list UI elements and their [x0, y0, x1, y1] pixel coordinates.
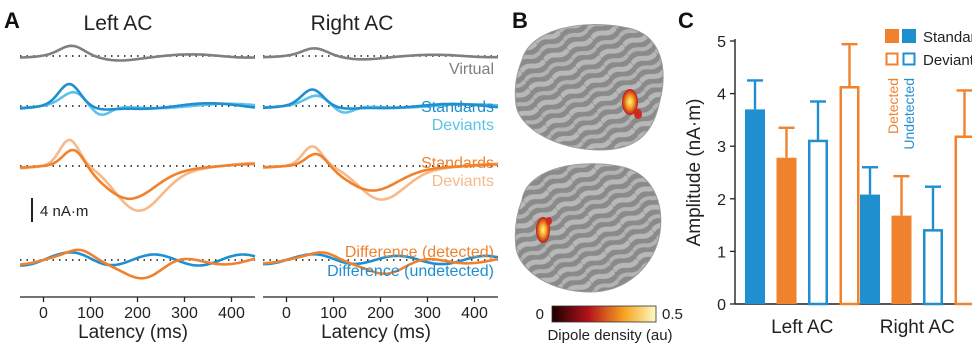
- standards-blue-trace: [19, 82, 256, 111]
- panel-c-letter: C: [678, 8, 694, 33]
- legend-swatch-deviant-open: [885, 52, 899, 66]
- legend-deviants: Deviants: [923, 52, 972, 69]
- diff-detected-trace: [19, 248, 256, 280]
- left-x-ticks: 0 100 200 300 400: [39, 297, 245, 322]
- left-activation-blob: [536, 217, 550, 243]
- y-axis-label: Amplitude (nA·m): [684, 99, 705, 247]
- standards-blue-trace: [263, 88, 499, 110]
- category-label-1: Right AC: [880, 317, 955, 338]
- x-tick-label: 100: [320, 305, 347, 322]
- y-tick-label: 4: [717, 87, 726, 104]
- colorbar-min: 0: [536, 306, 544, 323]
- bar-1-3: [954, 135, 972, 306]
- x-tick-label: 100: [77, 305, 104, 322]
- deviants-orange-label: Deviants: [432, 173, 494, 190]
- bar-0-0: [745, 109, 765, 304]
- x-tick-label: 200: [367, 305, 394, 322]
- y-tick-label: 2: [717, 192, 726, 209]
- amplitude-bar-chart: 0 1 2 3 4 5 Amplitude (nA·m) Left AC Right AC Sta…: [684, 29, 972, 338]
- colorbar: [551, 305, 657, 323]
- x-tick-label: 0: [39, 305, 48, 322]
- brain-left-hemisphere: [514, 163, 662, 293]
- standards-blue-label: Standards: [421, 99, 494, 116]
- legend-standards: Standards: [923, 29, 972, 46]
- legend-swatch-deviant-filled: [885, 29, 899, 43]
- y-tick-label: 5: [717, 34, 726, 51]
- bar-1-2: [923, 229, 943, 306]
- x-tick-label: 300: [171, 305, 198, 322]
- legend-swatch-standard-open: [902, 52, 916, 66]
- bar-1-1: [891, 215, 912, 304]
- y-tick-label: 0: [717, 297, 726, 314]
- left-ac-title: Left AC: [84, 12, 153, 35]
- standards-orange-trace: [262, 152, 498, 192]
- left-x-label: Latency (ms): [78, 322, 188, 343]
- brain-right-hemisphere: [514, 24, 664, 151]
- right-ac-title: Right AC: [311, 12, 394, 35]
- colorbar-label: Dipole density (au): [547, 327, 672, 344]
- right-x-label: Latency (ms): [321, 322, 431, 343]
- bar-0-3: [839, 86, 860, 306]
- scale-bar-label: 4 nA·m: [40, 203, 88, 220]
- panel-b-letter: B: [512, 8, 528, 33]
- diff-detected-trace: [262, 251, 499, 275]
- diff-detected-label: Difference (detected): [345, 244, 494, 261]
- deviants-blue-label: Deviants: [432, 117, 494, 134]
- x-tick-label: 0: [282, 305, 291, 322]
- standards-orange-label: Standards: [421, 155, 494, 172]
- x-tick-label: 400: [218, 305, 245, 322]
- legend-swatch-standard-filled: [902, 29, 916, 43]
- panel-a-letter: A: [4, 8, 20, 33]
- virtual-trace: [19, 44, 255, 62]
- x-tick-label: 400: [461, 305, 488, 322]
- deviants-orange-trace: [19, 138, 256, 212]
- virtual-trace: [262, 47, 498, 61]
- virtual-label: Virtual: [449, 61, 494, 78]
- right-activation-blob: [622, 89, 638, 115]
- left-ac-traces: [19, 44, 256, 280]
- category-label-0: Left AC: [771, 317, 833, 338]
- x-tick-label: 200: [124, 305, 151, 322]
- y-tick-label: 1: [717, 244, 726, 261]
- right-x-ticks: 0 100 200 300 400: [282, 297, 488, 322]
- bar-1-0: [860, 194, 880, 304]
- diff-undetected-label: Difference (undetected): [327, 263, 494, 280]
- legend-undetected: Undetected: [901, 78, 917, 150]
- x-tick-label: 300: [414, 305, 441, 322]
- bar-0-2: [808, 139, 828, 306]
- right-ac-traces: [262, 47, 499, 275]
- bar-0-1: [776, 157, 797, 304]
- legend-detected: Detected: [885, 78, 901, 134]
- colorbar-max: 0.5: [662, 306, 683, 323]
- standards-orange-trace: [19, 148, 256, 201]
- y-tick-label: 3: [717, 139, 726, 156]
